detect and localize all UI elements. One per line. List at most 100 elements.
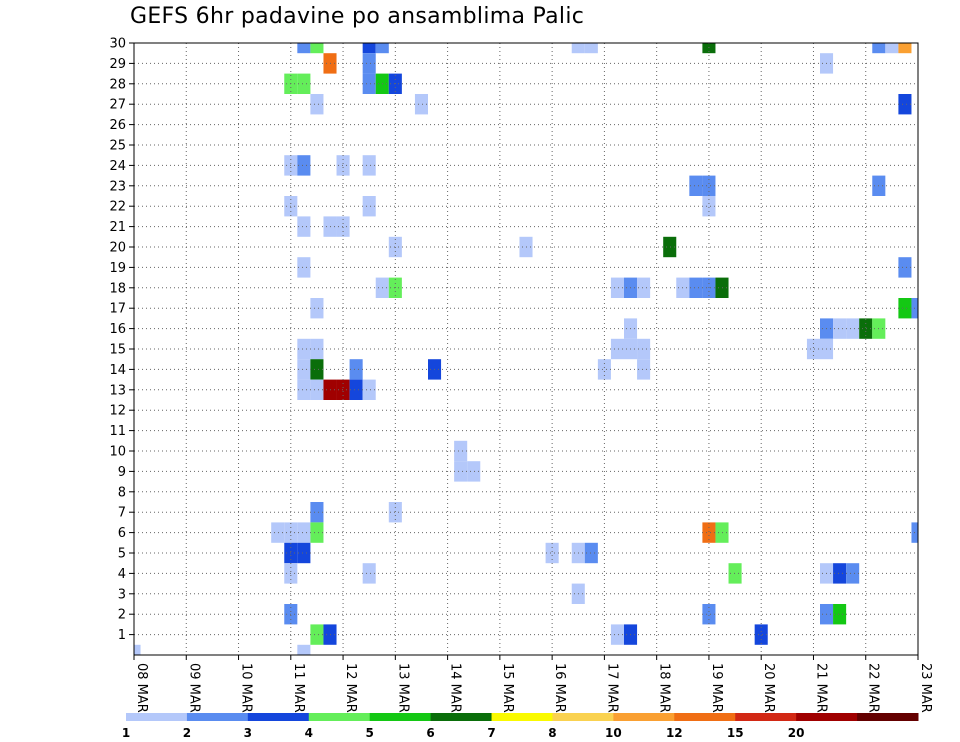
colorbar-swatch xyxy=(308,713,371,721)
heatmap-cell xyxy=(702,522,716,543)
colorbar-swatch xyxy=(430,713,493,721)
colorbar-swatch xyxy=(491,713,553,721)
heatmap-cell xyxy=(414,94,428,115)
heatmap-cell xyxy=(584,43,598,54)
x-tick-label: 13 MAR xyxy=(395,663,410,713)
heatmap-cell xyxy=(310,359,324,380)
heatmap-cell xyxy=(336,216,350,237)
heatmap-cell xyxy=(362,196,376,217)
heatmap-cell xyxy=(297,359,311,380)
x-tick-label: 23 MAR xyxy=(918,663,933,713)
grid-lines xyxy=(134,43,918,655)
colorbar-swatch xyxy=(126,713,188,721)
x-tick-label: 09 MAR xyxy=(186,663,201,713)
y-tick-label: 7 xyxy=(118,506,126,521)
y-tick-label: 11 xyxy=(109,424,126,439)
y-tick-label: 18 xyxy=(109,281,126,296)
colorbar-swatch xyxy=(552,713,614,721)
y-tick-label: 16 xyxy=(109,322,126,337)
heatmap-cell xyxy=(597,359,611,380)
heatmap-cell xyxy=(689,277,703,298)
y-tick-label: 5 xyxy=(118,547,126,562)
y-tick-label: 27 xyxy=(109,98,126,113)
colorbar-swatch xyxy=(369,713,432,721)
heatmap-cell xyxy=(349,379,363,400)
heatmap-cell xyxy=(806,338,820,360)
heatmap-cell xyxy=(833,318,847,339)
colorbar-label: 5 xyxy=(366,726,374,740)
y-tick-label: 10 xyxy=(109,445,126,460)
colorbar-label: 4 xyxy=(305,726,313,740)
heatmap-cell xyxy=(297,379,311,400)
colorbar-label: 12 xyxy=(666,726,683,740)
heatmap-cell xyxy=(702,196,716,217)
heatmap-cell xyxy=(689,175,703,196)
heatmap-cell xyxy=(663,236,677,258)
x-tick-label: 16 MAR xyxy=(552,663,567,713)
heatmap-cell xyxy=(297,155,311,176)
y-tick-label: 29 xyxy=(109,57,126,72)
colorbar-label: 7 xyxy=(487,726,495,740)
x-tick-label: 19 MAR xyxy=(709,663,724,713)
x-tick-label: 08 MAR xyxy=(134,663,149,713)
heatmap-cell xyxy=(310,624,324,645)
heatmap-cell xyxy=(310,338,324,360)
heatmap-cell xyxy=(872,43,886,54)
heatmap-cell xyxy=(297,43,311,54)
heatmap-cell xyxy=(375,43,389,54)
x-tick-label: 11 MAR xyxy=(291,663,306,713)
heatmap-cell xyxy=(754,624,768,645)
heatmap-cell xyxy=(310,43,324,54)
heatmap-cell xyxy=(728,563,742,584)
heatmap-cell xyxy=(702,604,716,625)
heatmap-cell xyxy=(388,502,402,523)
x-tick-label: 12 MAR xyxy=(343,663,358,713)
heatmap-cell xyxy=(297,73,311,94)
y-tick-label: 13 xyxy=(109,383,126,398)
y-tick-label: 25 xyxy=(109,139,126,154)
heatmap-cell xyxy=(898,43,912,54)
colorbar: 1 2 3 4 5 6 7 8 10 12 15 20 xyxy=(122,713,919,740)
y-tick-label: 21 xyxy=(109,220,126,235)
y-tick-label: 2 xyxy=(118,608,126,623)
colorbar-label: 2 xyxy=(183,726,191,740)
colorbar-swatch xyxy=(186,713,249,721)
heatmap-cell xyxy=(310,94,324,115)
heatmap-cell xyxy=(467,461,481,482)
heatmap-cell xyxy=(362,53,376,74)
heatmap-cell xyxy=(637,359,651,380)
y-tick-label: 3 xyxy=(118,587,126,602)
heatmap-cell xyxy=(297,338,311,360)
heatmap-cell xyxy=(702,43,716,54)
heatmap-cell xyxy=(545,542,559,564)
heatmap-cell xyxy=(571,43,585,54)
x-tick-label: 14 MAR xyxy=(448,663,463,713)
y-tick-label: 19 xyxy=(109,261,126,276)
x-tick-label: 22 MAR xyxy=(866,663,881,713)
y-tick-label: 28 xyxy=(109,77,126,92)
y-tick-label: 4 xyxy=(118,567,126,582)
heatmap-cell xyxy=(846,318,860,339)
heatmap-cell xyxy=(297,522,311,543)
y-tick-label: 20 xyxy=(109,241,126,256)
y-tick-label: 22 xyxy=(109,200,126,215)
colorbar-label: 20 xyxy=(788,726,805,740)
colorbar-swatch xyxy=(735,713,797,721)
heatmap-cell xyxy=(362,43,376,54)
heatmap-cell xyxy=(362,563,376,584)
colorbar-label: 3 xyxy=(244,726,252,740)
heatmap-cell xyxy=(637,277,651,298)
colorbar-swatch xyxy=(796,713,858,721)
heatmap-cell xyxy=(310,502,324,523)
colorbar-swatch xyxy=(857,713,919,721)
colorbar-swatch xyxy=(247,713,310,721)
heatmap-cell xyxy=(454,461,468,482)
y-tick-label: 9 xyxy=(118,465,126,480)
colorbar-label: 8 xyxy=(548,726,556,740)
y-tick-label: 1 xyxy=(118,628,126,643)
heatmap-cell xyxy=(833,604,847,625)
heatmap-cell xyxy=(846,563,860,584)
y-tick-label: 30 xyxy=(109,37,126,52)
y-tick-label: 14 xyxy=(109,363,126,378)
heatmap-cell xyxy=(297,644,311,655)
